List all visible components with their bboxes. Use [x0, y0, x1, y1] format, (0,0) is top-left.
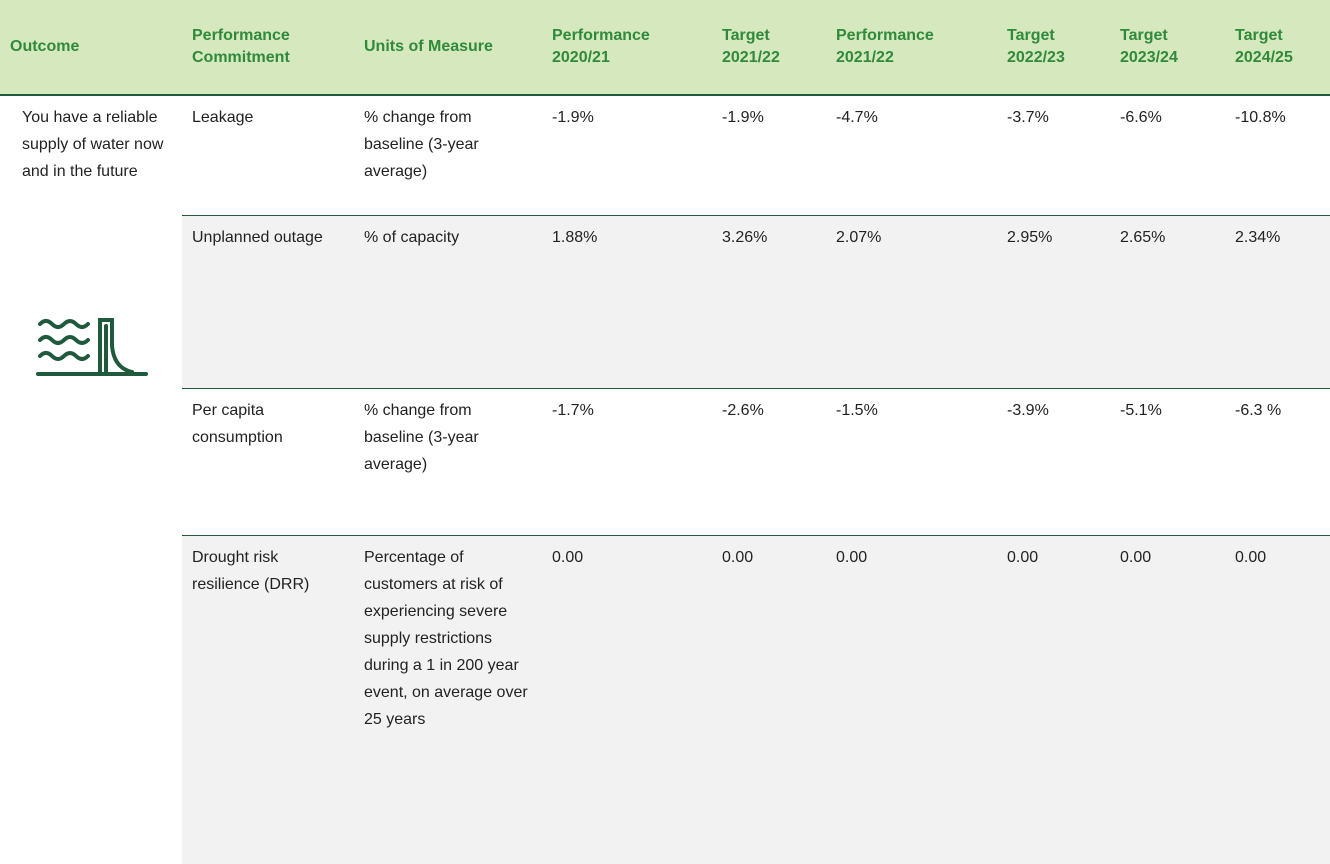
table-cell: 3.26%	[712, 214, 826, 388]
table-cell: -1.9%	[712, 94, 826, 215]
table-cell: -1.9%	[542, 94, 712, 215]
table-cell: 2.65%	[1110, 214, 1225, 388]
table-cell: -4.7%	[826, 94, 997, 215]
table-cell: 0.00	[826, 534, 997, 864]
header-cell: Performance Commitment	[182, 0, 354, 96]
table-cell: -1.7%	[542, 387, 712, 535]
header-cell: Outcome	[0, 0, 182, 96]
table-cell: Percentage of customers at risk of exper…	[354, 534, 542, 864]
table-cell: -2.6%	[712, 387, 826, 535]
table-cell: -1.5%	[826, 387, 997, 535]
table-cell: 2.95%	[997, 214, 1110, 388]
table-cell: Drought risk resilience (DRR)	[182, 534, 354, 864]
reservoir-icon	[36, 318, 148, 376]
table-row: You have a reliable supply of water now …	[0, 94, 1330, 864]
table-cell: 2.34%	[1225, 214, 1330, 388]
table-cell: -3.9%	[997, 387, 1110, 535]
table-cell: 0.00	[997, 534, 1110, 864]
outcome-cell: You have a reliable supply of water now …	[0, 95, 182, 864]
table-cell: Unplanned outage	[182, 214, 354, 388]
table-cell: -6.6%	[1110, 94, 1225, 215]
header-cell: Target 2022/23	[997, 0, 1110, 96]
header-cell: Units of Measure	[354, 0, 542, 96]
table-cell: Leakage	[182, 94, 354, 215]
table-body: You have a reliable supply of water now …	[0, 94, 1330, 864]
header-cell: Performance 2021/22	[826, 0, 997, 96]
table-cell: 0.00	[1225, 534, 1330, 864]
table-cell: 0.00	[1110, 534, 1225, 864]
header-cell: Target 2023/24	[1110, 0, 1225, 96]
header-cell: Target 2024/25	[1225, 0, 1330, 96]
table-cell: 1.88%	[542, 214, 712, 388]
table-cell: -6.3 %	[1225, 387, 1330, 535]
header-cell: Target 2021/22	[712, 0, 826, 96]
header-row: Outcome Performance Commitment Units of Me…	[0, 0, 1330, 96]
table-cell: 2.07%	[826, 214, 997, 388]
table-cell: 0.00	[712, 534, 826, 864]
table-cell: -5.1%	[1110, 387, 1225, 535]
table-row: Per capita consumption% change from base…	[0, 387, 1330, 535]
header-cell: Performance 2020/21	[542, 0, 712, 96]
table-cell: -3.7%	[997, 94, 1110, 215]
table-cell: 0.00	[542, 534, 712, 864]
table-cell: % change from baseline (3-year average)	[354, 387, 542, 535]
table-row: Unplanned outage% of capacity 1.88% 3.26% 2…	[0, 214, 1330, 388]
table-cell: % change from baseline (3-year average)	[354, 94, 542, 215]
table-cell: -10.8%	[1225, 94, 1330, 215]
table-cell: Per capita consumption	[182, 387, 354, 535]
table-cell: % of capacity	[354, 214, 542, 388]
table-row: Drought risk resilience (DRR) Percentage …	[0, 534, 1330, 864]
